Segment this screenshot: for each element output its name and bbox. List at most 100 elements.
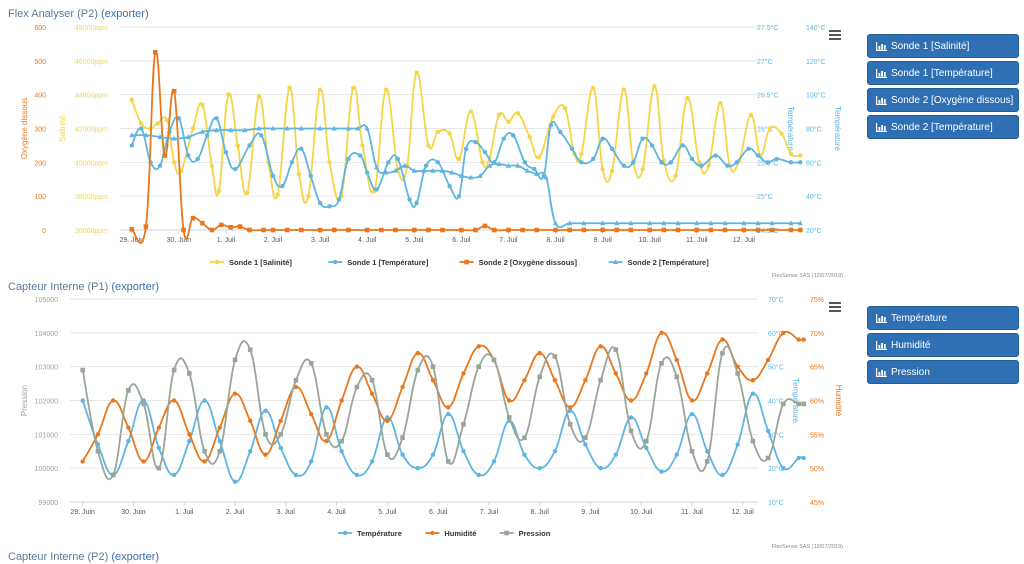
data-point [725, 163, 730, 168]
y-tick-label: 60% [810, 399, 824, 406]
data-point [652, 84, 657, 89]
data-point [781, 401, 786, 407]
data-point [233, 166, 238, 172]
section-title-text: Flex Analyser (P2) [8, 8, 98, 20]
series-2 [129, 50, 803, 244]
series-toggle-button[interactable]: Humidité [867, 333, 1019, 357]
series-toggle-button[interactable]: Sonde 1 [Température] [867, 61, 1019, 85]
data-point [591, 156, 596, 162]
data-point [331, 227, 337, 233]
series-line [130, 50, 801, 244]
data-point [704, 459, 710, 464]
export-link[interactable]: (exporter) [111, 551, 160, 563]
y-tick-label: 75% [810, 297, 824, 304]
data-point [204, 133, 210, 138]
export-link[interactable]: (exporter) [100, 8, 149, 20]
legend-item[interactable]: Sonde 1 [Température] [328, 258, 429, 267]
data-point [216, 188, 222, 194]
y-tick-label: 50°C [768, 364, 784, 372]
data-point [487, 162, 493, 168]
series-toggle-button[interactable]: Pression [867, 360, 1019, 384]
y-tick-label: 600 [34, 25, 46, 32]
legend-item[interactable]: Sonde 2 [Oxygène dissous] [459, 258, 578, 267]
data-point [242, 127, 248, 133]
series-toggle-button[interactable]: Sonde 2 [Température] [867, 115, 1019, 139]
data-point [628, 227, 634, 233]
data-point [558, 129, 563, 135]
data-point [339, 438, 344, 444]
data-point [110, 472, 116, 478]
x-tick-label: 7. Juil [499, 237, 518, 244]
legend-item[interactable]: Pression [499, 529, 551, 538]
section-title-capteur-interne-p2: Capteur Interne (P2) (exporter) [8, 551, 159, 563]
data-point [600, 166, 605, 172]
data-point [141, 459, 146, 464]
data-point [232, 479, 238, 484]
button-label: Température [891, 312, 948, 324]
data-point [628, 398, 634, 403]
legend-marker [342, 530, 348, 536]
data-point [415, 465, 421, 471]
data-point [190, 126, 196, 131]
hamburger-menu-icon[interactable] [829, 30, 841, 40]
y-tick-label: 101000 [35, 432, 58, 439]
data-point [156, 465, 162, 471]
data-point [755, 153, 761, 158]
data-point [706, 163, 711, 168]
hamburger-menu-icon[interactable] [829, 302, 841, 312]
series-toggle-button[interactable]: Sonde 2 [Oxygène dissous] [867, 88, 1019, 112]
legend-item[interactable]: Sonde 1 [Salinité] [210, 258, 292, 267]
series-toggle-button[interactable]: Température [867, 306, 1019, 330]
data-point [308, 411, 314, 417]
data-point [369, 377, 375, 383]
data-point [765, 357, 771, 363]
data-point [186, 153, 191, 158]
data-point [537, 350, 542, 356]
data-point [491, 357, 497, 363]
y-tick-label: 42000ppm [75, 127, 108, 134]
data-point [522, 378, 527, 383]
data-point [156, 445, 162, 451]
data-point [628, 428, 634, 434]
data-point [327, 160, 332, 165]
y-tick-label: 80°C [806, 126, 822, 134]
legend-item[interactable]: Température [338, 529, 402, 538]
data-point [781, 330, 786, 336]
x-tick-label: 11. Juil [686, 237, 708, 244]
data-point [296, 171, 302, 177]
data-point [400, 452, 405, 457]
data-point [446, 411, 451, 417]
series-toggle-button[interactable]: Sonde 1 [Salinité] [867, 34, 1019, 58]
data-point [141, 401, 146, 407]
y-tick-label: 48000ppm [75, 25, 108, 32]
data-point [202, 398, 207, 403]
export-link[interactable]: (exporter) [111, 281, 160, 293]
legend-item[interactable]: Sonde 2 [Température] [608, 258, 710, 267]
data-point [129, 132, 135, 138]
data-point [293, 472, 299, 478]
data-point [689, 156, 695, 162]
data-point [674, 374, 680, 380]
data-point [552, 449, 558, 454]
data-point [543, 174, 549, 180]
data-point [317, 125, 323, 131]
data-point [705, 371, 710, 376]
legend-item[interactable]: Humidité [425, 529, 476, 538]
data-point [713, 153, 718, 158]
data-point [788, 151, 794, 157]
data-point [263, 408, 268, 413]
data-point [181, 227, 186, 233]
data-point [324, 432, 329, 437]
data-point [217, 448, 223, 454]
data-point [600, 136, 605, 141]
data-point [774, 156, 780, 162]
legend-label: Sonde 1 [Température] [347, 258, 429, 267]
data-point [579, 160, 584, 165]
data-point [126, 425, 131, 430]
data-point [447, 131, 452, 136]
data-point [537, 465, 542, 471]
x-tick-label: 9. Juil [593, 237, 612, 244]
data-point [95, 448, 101, 454]
data-point [171, 135, 177, 141]
data-point [613, 347, 619, 353]
